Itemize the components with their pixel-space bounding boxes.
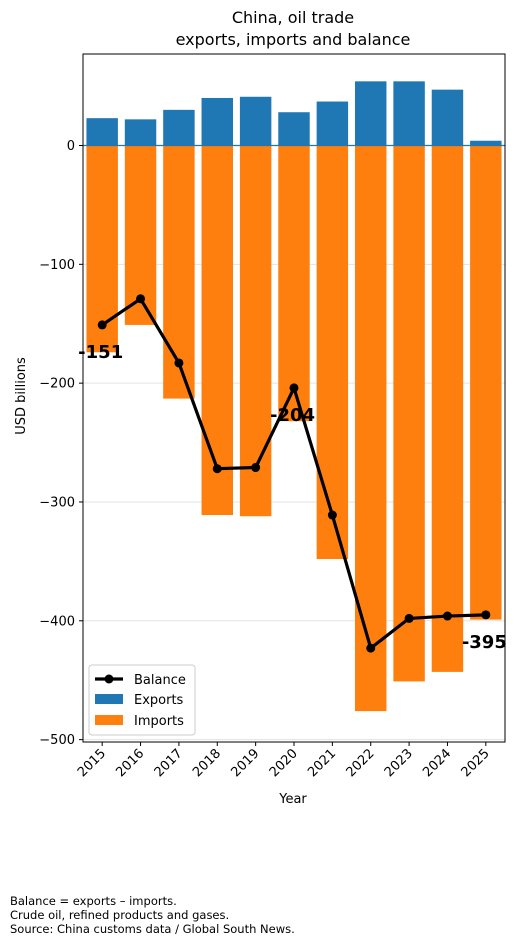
x-tick-label-2015: 2015 bbox=[75, 746, 109, 780]
chart-title: China, oil trade bbox=[232, 8, 354, 27]
legend-imports-label: Imports bbox=[134, 714, 184, 729]
bar-imports-2021 bbox=[317, 145, 348, 559]
y-tick-label-2: −200 bbox=[39, 377, 75, 392]
bar-exports-2024 bbox=[432, 90, 463, 146]
legend-exports-label: Exports bbox=[134, 693, 184, 708]
balance-point-2022 bbox=[366, 644, 375, 653]
y-tick-label-3: −300 bbox=[39, 495, 75, 510]
balance-point-2018 bbox=[213, 464, 222, 473]
annotation-2020: -204 bbox=[270, 405, 315, 426]
bar-imports-2025 bbox=[470, 145, 501, 619]
legend-balance-label: Balance bbox=[134, 673, 186, 688]
x-tick-label-2019: 2019 bbox=[228, 746, 262, 780]
bar-imports-2020 bbox=[278, 145, 309, 421]
bar-imports-2018 bbox=[202, 145, 233, 515]
footnote-scope: Crude oil, refined products and gases. bbox=[10, 909, 229, 922]
y-axis-label: USD billions bbox=[14, 357, 29, 435]
x-tick-label-2016: 2016 bbox=[113, 746, 147, 780]
x-tick-label-2024: 2024 bbox=[420, 746, 454, 780]
chart-subtitle: exports, imports and balance bbox=[176, 30, 411, 49]
x-tick-label-2023: 2023 bbox=[382, 746, 416, 780]
bar-exports-2019 bbox=[240, 97, 271, 146]
bar-exports-2022 bbox=[355, 81, 386, 145]
y-tick-label-0: 0 bbox=[67, 139, 75, 154]
x-axis-label: Year bbox=[278, 792, 307, 807]
balance-point-2024 bbox=[443, 612, 452, 621]
bar-exports-2016 bbox=[125, 119, 156, 145]
bar-exports-2023 bbox=[393, 81, 424, 145]
balance-point-2020 bbox=[290, 383, 299, 392]
legend-balance-marker bbox=[105, 675, 114, 684]
x-tick-label-2018: 2018 bbox=[190, 746, 224, 780]
balance-point-2017 bbox=[174, 358, 183, 367]
bar-exports-2021 bbox=[317, 102, 348, 146]
legend-exports-swatch bbox=[95, 694, 123, 704]
legend: Balance Exports Imports bbox=[89, 665, 195, 735]
bar-imports-2024 bbox=[432, 145, 463, 671]
balance-point-2021 bbox=[328, 511, 337, 520]
footnote-source: Source: China customs data / Global Sout… bbox=[10, 923, 295, 936]
bar-imports-2022 bbox=[355, 145, 386, 711]
annotation-2025: -395 bbox=[462, 632, 507, 653]
balance-point-2023 bbox=[405, 614, 414, 623]
x-tick-label-2022: 2022 bbox=[344, 746, 378, 780]
bar-imports-2023 bbox=[393, 145, 424, 681]
y-tick-label-4: −400 bbox=[39, 614, 75, 629]
annotation-2015: -151 bbox=[78, 342, 123, 363]
bar-exports-2017 bbox=[163, 110, 194, 146]
bar-exports-2015 bbox=[86, 118, 117, 145]
bar-exports-2020 bbox=[278, 112, 309, 145]
balance-point-2016 bbox=[136, 294, 145, 303]
footnote-balance: Balance = exports – imports. bbox=[10, 895, 177, 908]
y-tick-label-5: −500 bbox=[39, 733, 75, 748]
bar-exports-2025 bbox=[470, 141, 501, 146]
bar-imports-2019 bbox=[240, 145, 271, 516]
legend-imports-swatch bbox=[95, 715, 123, 725]
chart: -151-204-395 0−100−200−300−400−500201520… bbox=[0, 0, 514, 900]
x-tick-label-2017: 2017 bbox=[152, 746, 186, 780]
y-tick-label-1: −100 bbox=[39, 258, 75, 273]
x-tick-label-2020: 2020 bbox=[267, 746, 301, 780]
balance-point-2019 bbox=[251, 463, 260, 472]
balance-point-2015 bbox=[98, 320, 107, 329]
bar-exports-2018 bbox=[202, 98, 233, 146]
x-tick-label-2025: 2025 bbox=[459, 746, 493, 780]
x-tick-label-2021: 2021 bbox=[305, 746, 339, 780]
balance-point-2025 bbox=[481, 610, 490, 619]
